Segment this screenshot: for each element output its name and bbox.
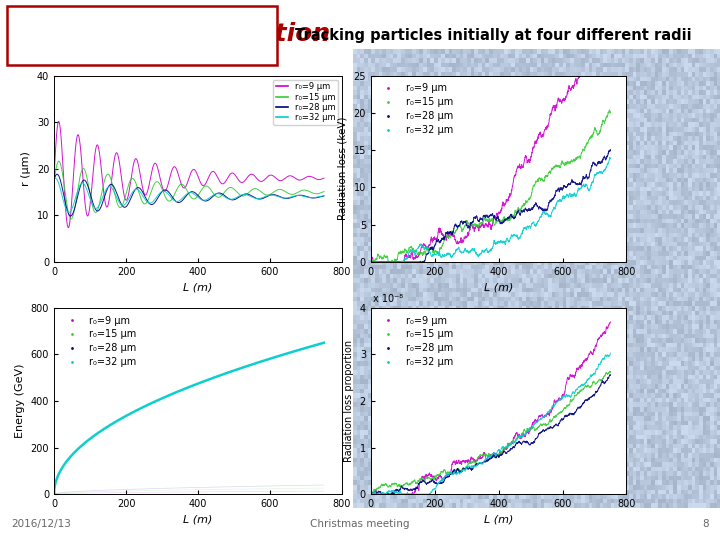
Text: Tracking particles initially at four different radii: Tracking particles initially at four dif… bbox=[295, 28, 692, 43]
Text: 2.   Betatron radiation: 2. Betatron radiation bbox=[16, 22, 330, 46]
Y-axis label: Energy (GeV): Energy (GeV) bbox=[15, 364, 25, 438]
Legend: r₀=9 μm, r₀=15 μm, r₀=28 μm, r₀=32 μm: r₀=9 μm, r₀=15 μm, r₀=28 μm, r₀=32 μm bbox=[59, 313, 139, 370]
FancyBboxPatch shape bbox=[7, 5, 277, 65]
X-axis label: L (m): L (m) bbox=[484, 515, 513, 524]
Text: 8: 8 bbox=[703, 519, 709, 529]
Y-axis label: r (μm): r (μm) bbox=[21, 151, 31, 186]
Legend: r₀=9 μm, r₀=15 μm, r₀=28 μm, r₀=32 μm: r₀=9 μm, r₀=15 μm, r₀=28 μm, r₀=32 μm bbox=[376, 313, 456, 370]
Y-axis label: Radiation loss proportion: Radiation loss proportion bbox=[344, 340, 354, 462]
Legend: r₀=9 μm, r₀=15 μm, r₀=28 μm, r₀=32 μm: r₀=9 μm, r₀=15 μm, r₀=28 μm, r₀=32 μm bbox=[273, 80, 338, 125]
X-axis label: L (m): L (m) bbox=[184, 515, 212, 524]
Text: x 10⁻⁸: x 10⁻⁸ bbox=[374, 294, 403, 304]
Y-axis label: Radiation loss (keV): Radiation loss (keV) bbox=[338, 117, 348, 220]
X-axis label: L (m): L (m) bbox=[484, 282, 513, 292]
X-axis label: L (m): L (m) bbox=[184, 282, 212, 292]
Legend: r₀=9 μm, r₀=15 μm, r₀=28 μm, r₀=32 μm: r₀=9 μm, r₀=15 μm, r₀=28 μm, r₀=32 μm bbox=[376, 80, 456, 138]
Text: 2016/12/13: 2016/12/13 bbox=[11, 519, 71, 529]
Text: Christmas meeting: Christmas meeting bbox=[310, 519, 410, 529]
